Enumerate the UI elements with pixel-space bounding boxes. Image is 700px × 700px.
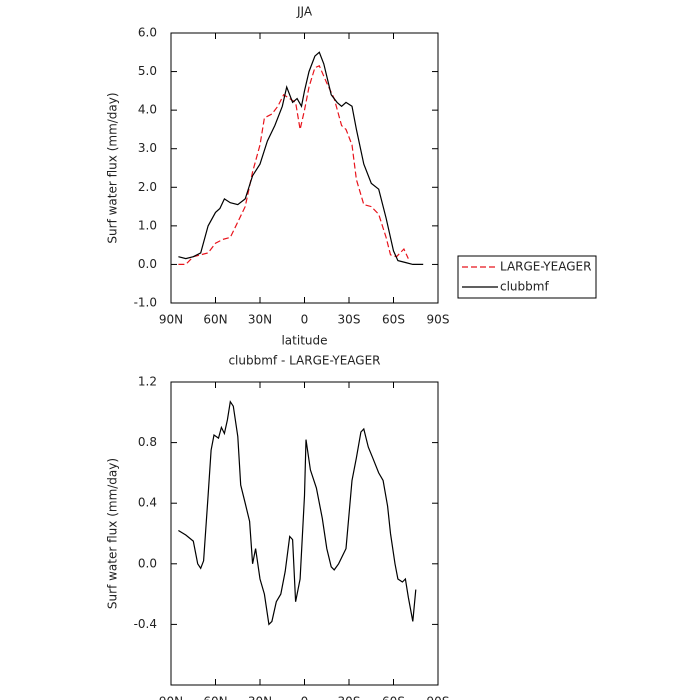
- chart-title: JJA: [296, 5, 313, 19]
- data-line: [178, 51, 424, 265]
- x-tick-label: 60S: [382, 695, 405, 700]
- legend-label: LARGE-YEAGER: [500, 260, 591, 274]
- y-tick-label: 6.0: [138, 26, 157, 40]
- y-tick-label: 0.8: [138, 435, 157, 449]
- x-tick-label: 30N: [248, 313, 272, 327]
- data-line: [178, 400, 417, 626]
- x-tick-label: 60S: [382, 313, 405, 327]
- y-tick-label: 1.2: [138, 375, 157, 389]
- y-tick-label: 2.0: [138, 180, 157, 194]
- x-tick-label: 90N: [159, 695, 183, 700]
- x-tick-label: 30S: [338, 313, 361, 327]
- x-tick-label: 90S: [427, 695, 450, 700]
- x-tick-label: 0: [301, 313, 309, 327]
- y-tick-label: 5.0: [138, 64, 157, 78]
- x-axis-label: latitude: [281, 334, 327, 348]
- plot-frame: [170, 381, 439, 686]
- x-tick-label: 90N: [159, 313, 183, 327]
- y-axis-label: Surf water flux (mm/day): [106, 458, 120, 609]
- x-tick-label: 60N: [203, 695, 227, 700]
- y-tick-label: 1.0: [138, 218, 157, 232]
- x-tick-label: 30S: [338, 695, 361, 700]
- plot-frame: [170, 32, 439, 304]
- y-tick-label: -1.0: [134, 296, 157, 310]
- y-tick-label: -0.4: [134, 617, 157, 631]
- y-tick-label: 0.0: [138, 257, 157, 271]
- y-tick-label: 0.4: [138, 496, 157, 510]
- y-tick-label: 4.0: [138, 103, 157, 117]
- chart-title: clubbmf - LARGE-YEAGER: [228, 354, 380, 368]
- x-tick-label: 60N: [203, 313, 227, 327]
- legend-box: [457, 255, 597, 299]
- data-line: [178, 65, 409, 265]
- x-tick-label: 30N: [248, 695, 272, 700]
- y-axis-label: Surf water flux (mm/day): [106, 92, 120, 243]
- legend-label: clubbmf: [500, 280, 549, 294]
- y-tick-label: 3.0: [138, 141, 157, 155]
- x-tick-label: 90S: [427, 313, 450, 327]
- x-tick-label: 0: [301, 695, 309, 700]
- y-tick-label: 0.0: [138, 556, 157, 570]
